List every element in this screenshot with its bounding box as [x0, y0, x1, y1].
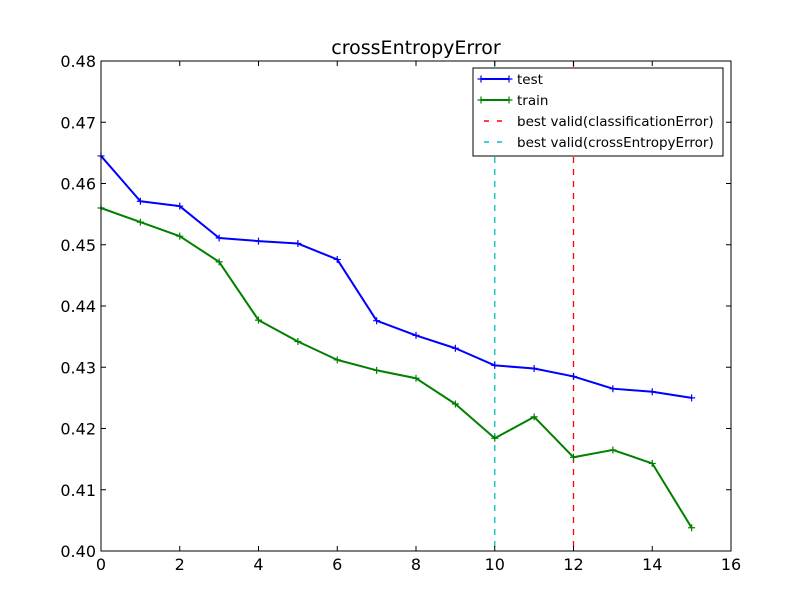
- data-point-train-6: [333, 356, 341, 364]
- y-tick-label: 0.46: [60, 175, 96, 194]
- data-point-test-9: [451, 344, 459, 352]
- x-tick-label: 12: [563, 555, 583, 574]
- data-point-train-13: [609, 446, 617, 454]
- data-point-train-8: [412, 374, 420, 382]
- legend-marker-0-1: [505, 75, 513, 83]
- data-point-train-5: [294, 338, 302, 346]
- data-point-test-1: [136, 197, 144, 205]
- y-tick-label: 0.44: [60, 297, 96, 316]
- legend-label: best valid(classificationError): [517, 114, 714, 130]
- series-line-train: [100, 207, 693, 529]
- legend-label: best valid(crossEntropyError): [517, 135, 714, 151]
- x-tick-label: 16: [721, 555, 741, 574]
- data-point-train-7: [373, 366, 381, 374]
- x-tick-label: 2: [175, 555, 185, 574]
- legend-marker-1-0: [477, 96, 485, 104]
- data-point-test-8: [412, 331, 420, 339]
- plot-area: [97, 61, 696, 551]
- series-line-test: [100, 155, 692, 399]
- data-point-test-5: [294, 240, 302, 248]
- y-tick-label: 0.47: [60, 113, 96, 132]
- data-point-train-15: [688, 524, 696, 532]
- data-point-train-4: [255, 316, 262, 324]
- data-point-train-14: [648, 459, 656, 467]
- data-point-test-7: [373, 317, 381, 325]
- legend: test train best valid(classificationError)…: [472, 67, 724, 157]
- data-point-train-11: [530, 413, 538, 421]
- data-point-test-4: [255, 237, 262, 245]
- y-tick-label: 0.48: [60, 52, 96, 71]
- x-tick-label: 14: [642, 555, 662, 574]
- data-point-test-12: [570, 372, 577, 380]
- data-point-train-1: [136, 218, 144, 226]
- x-tick-label: 0: [96, 555, 106, 574]
- legend-marker-0-0: [477, 75, 485, 83]
- x-tick-label: 4: [253, 555, 263, 574]
- y-tick-label: 0.45: [60, 236, 96, 255]
- data-point-train-3: [215, 258, 223, 266]
- x-tick-label: 10: [485, 555, 505, 574]
- data-point-train-9: [451, 400, 459, 408]
- y-tick-label: 0.40: [60, 542, 96, 561]
- data-point-train-2: [176, 232, 184, 240]
- legend-label: train: [517, 93, 548, 109]
- data-point-test-6: [333, 255, 341, 263]
- chart-title: crossEntropyError: [331, 37, 501, 59]
- data-point-train-10: [491, 434, 499, 442]
- x-tick-label: 6: [332, 555, 342, 574]
- data-point-test-10: [491, 361, 499, 369]
- data-point-test-3: [215, 234, 223, 242]
- x-tick-label: 8: [411, 555, 421, 574]
- data-point-test-11: [530, 364, 538, 372]
- y-tick-label: 0.42: [60, 420, 96, 439]
- legend-label: test: [517, 72, 543, 88]
- data-point-test-2: [176, 202, 184, 210]
- data-point-test-13: [609, 385, 617, 393]
- data-point-train-12: [570, 453, 577, 461]
- data-point-test-14: [648, 388, 656, 396]
- data-point-test-15: [688, 394, 696, 402]
- axes: 0 2 4 6 8 10 12 14 16 0.40 0.41 0.42 0.43 0.44 0.45 0.4…: [60, 52, 741, 574]
- y-tick-label: 0.43: [60, 358, 96, 377]
- legend-marker-1-1: [505, 96, 513, 104]
- y-tick-label: 0.41: [60, 481, 96, 500]
- legend-box: [472, 67, 724, 157]
